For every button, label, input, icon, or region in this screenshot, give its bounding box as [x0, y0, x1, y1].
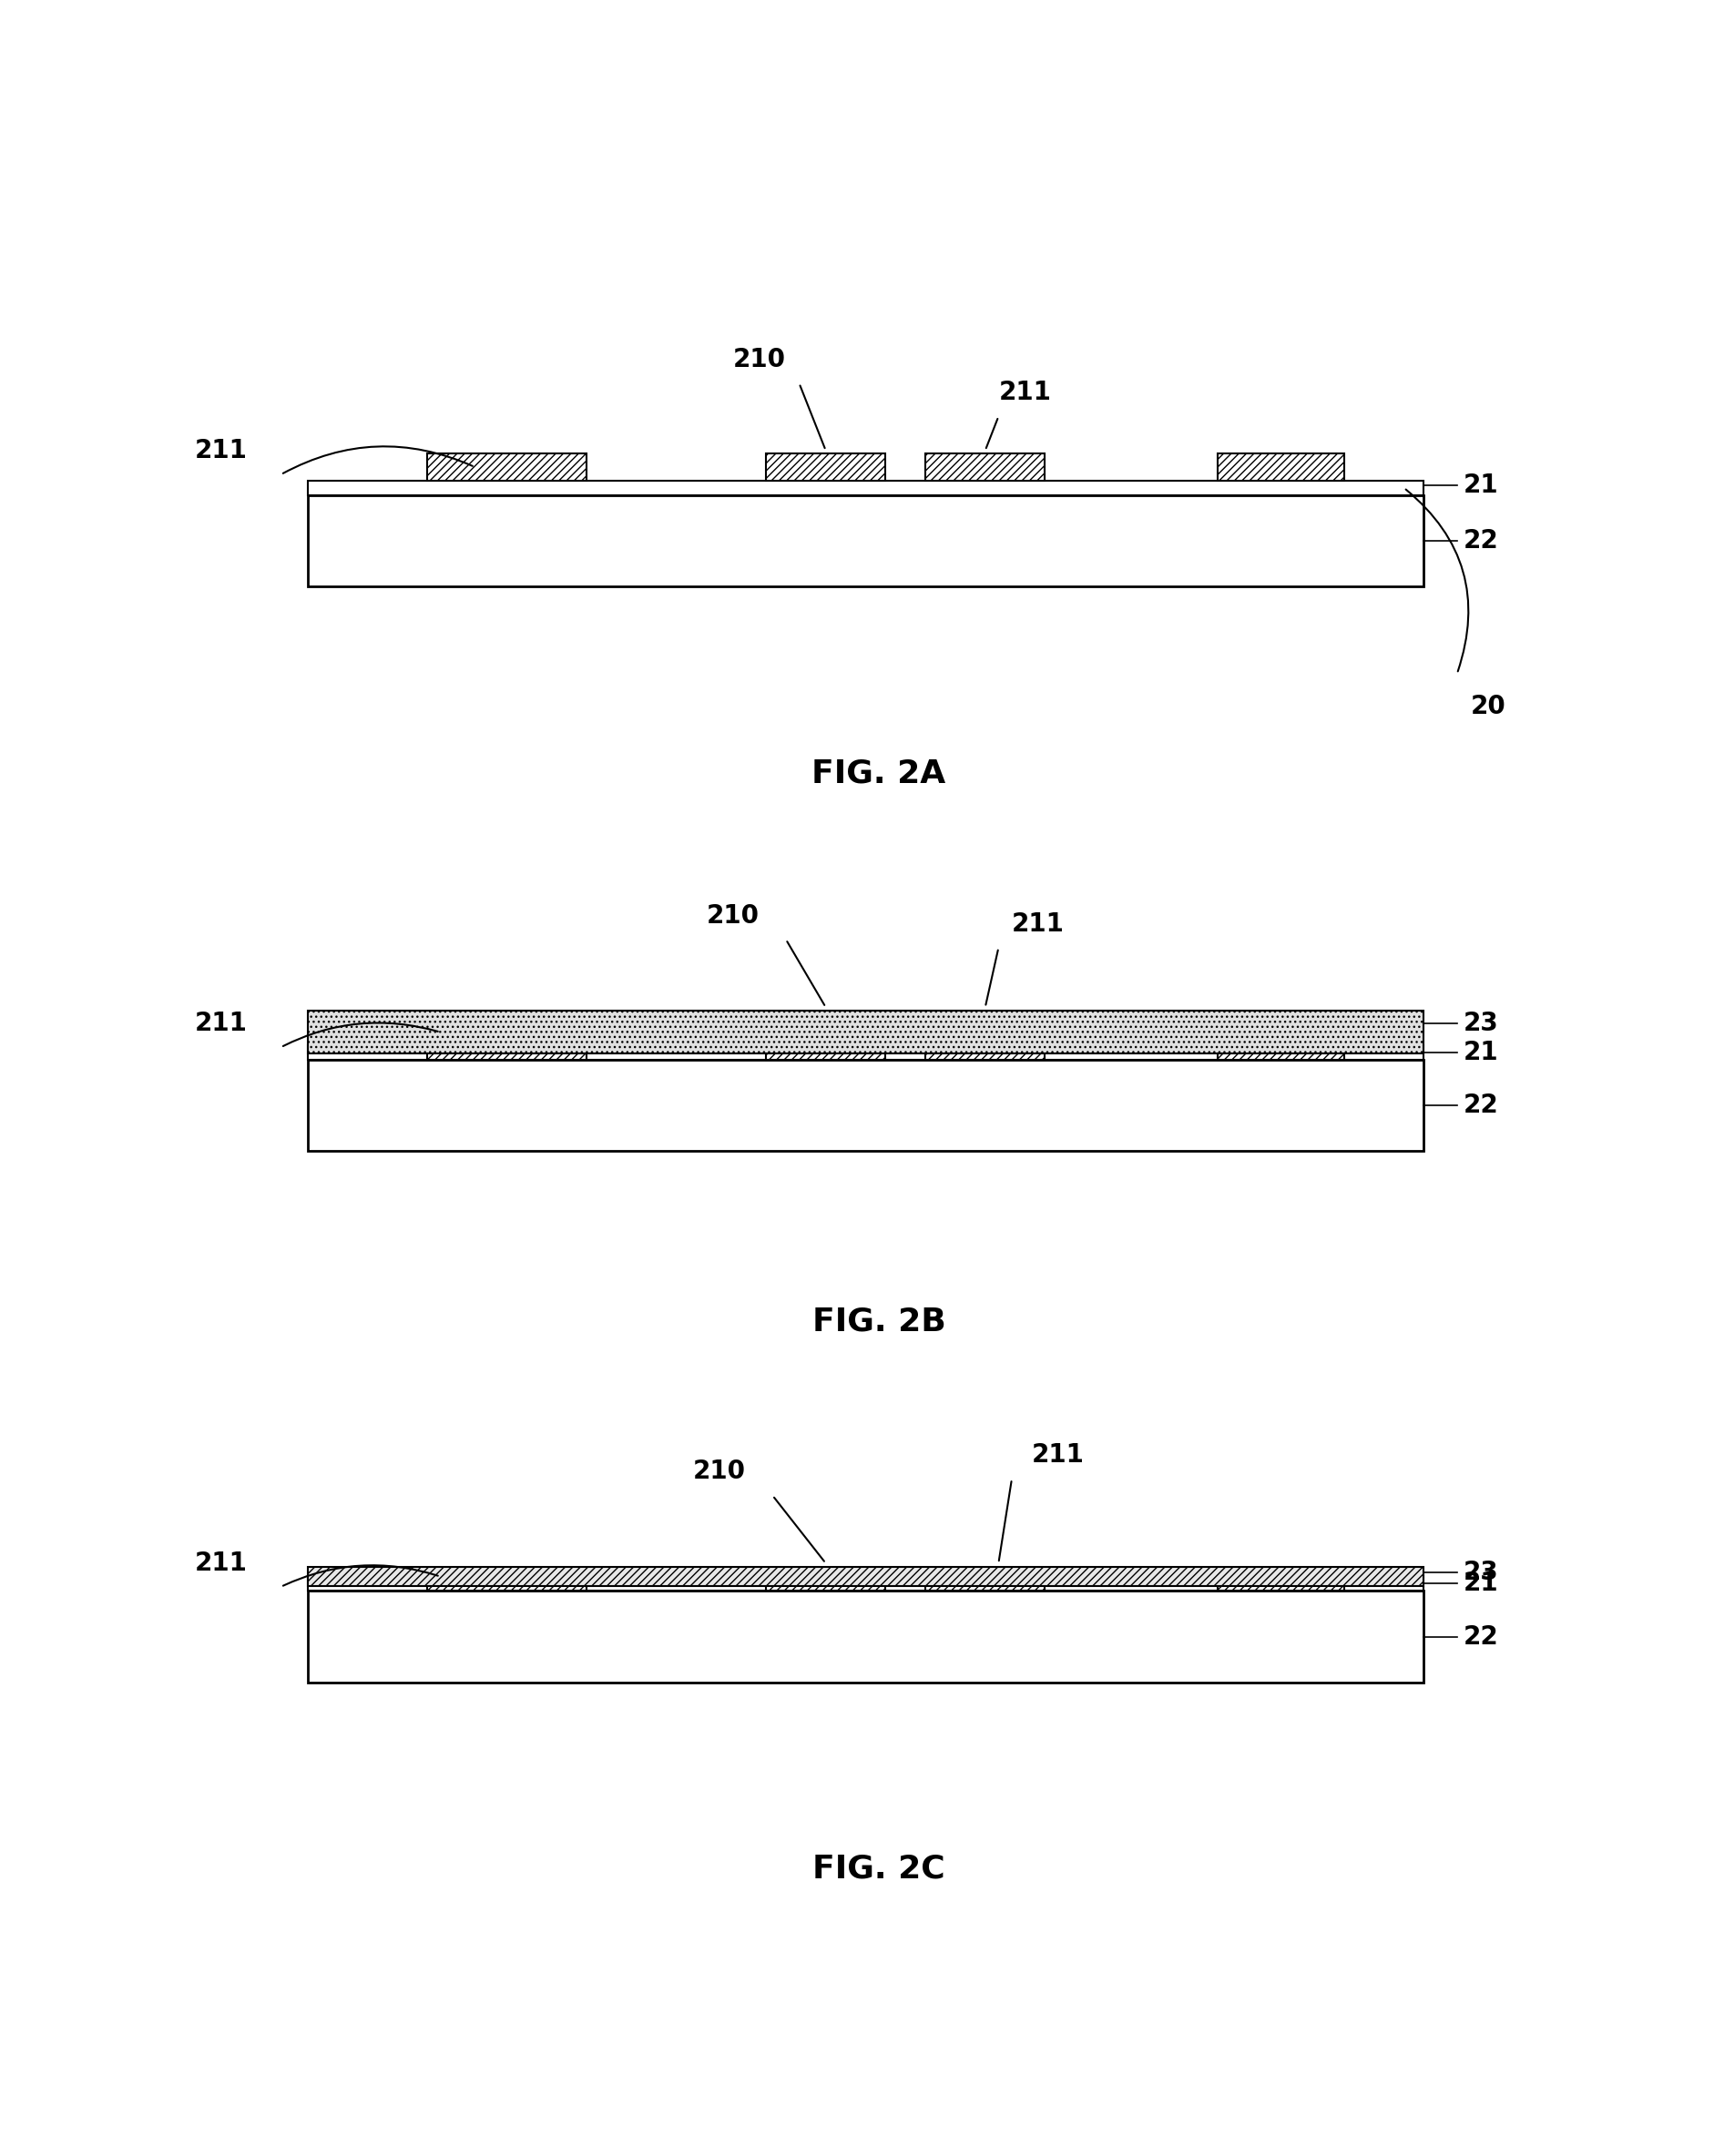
Text: 211: 211 — [998, 379, 1051, 405]
Bar — [1217, 1572, 1344, 1591]
Text: 21: 21 — [1462, 1572, 1498, 1595]
Bar — [926, 453, 1044, 481]
Bar — [427, 1033, 586, 1061]
Text: 211: 211 — [195, 1011, 247, 1037]
Bar — [766, 453, 884, 481]
Text: 22: 22 — [1462, 1093, 1498, 1119]
Bar — [926, 1033, 1044, 1061]
Text: 23: 23 — [1462, 1559, 1498, 1585]
Text: FIG. 2A: FIG. 2A — [811, 759, 946, 789]
Text: 21: 21 — [1462, 1039, 1498, 1065]
Text: 21: 21 — [1462, 472, 1498, 498]
Text: FIG. 2B: FIG. 2B — [812, 1307, 944, 1337]
Bar — [1217, 453, 1344, 481]
Bar — [307, 496, 1423, 586]
Text: 23: 23 — [1462, 1011, 1498, 1037]
Bar — [926, 1572, 1044, 1591]
Text: 22: 22 — [1462, 1623, 1498, 1649]
Text: 20: 20 — [1469, 694, 1505, 720]
Text: 210: 210 — [692, 1460, 746, 1483]
Bar — [307, 481, 1423, 496]
Text: FIG. 2C: FIG. 2C — [812, 1854, 944, 1884]
Text: 211: 211 — [1032, 1442, 1083, 1468]
Bar — [766, 1572, 884, 1591]
Bar — [766, 1033, 884, 1061]
Bar — [307, 1061, 1423, 1151]
Bar — [427, 1572, 586, 1591]
Text: 210: 210 — [732, 347, 785, 373]
Bar — [427, 453, 586, 481]
Bar — [1217, 1033, 1344, 1061]
Bar — [307, 1591, 1423, 1682]
Bar — [307, 1567, 1423, 1587]
Text: 211: 211 — [195, 438, 247, 464]
Text: 211: 211 — [1011, 912, 1064, 936]
Bar — [307, 1011, 1423, 1054]
Bar — [307, 1046, 1423, 1061]
Text: 22: 22 — [1462, 528, 1498, 554]
Text: 211: 211 — [195, 1550, 247, 1576]
Text: 210: 210 — [706, 903, 759, 929]
Bar — [307, 1576, 1423, 1591]
